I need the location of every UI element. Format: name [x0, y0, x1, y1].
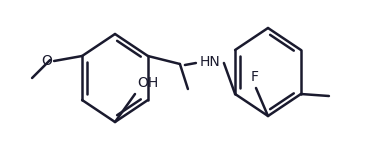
- Text: F: F: [251, 70, 259, 84]
- Text: O: O: [41, 54, 52, 68]
- Text: OH: OH: [137, 76, 158, 90]
- Text: HN: HN: [199, 55, 220, 69]
